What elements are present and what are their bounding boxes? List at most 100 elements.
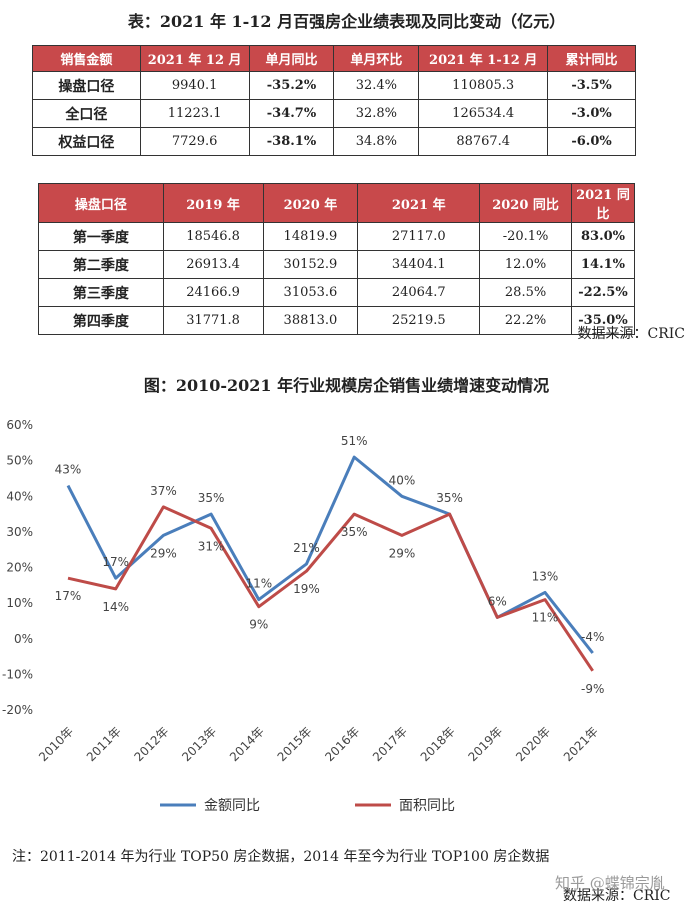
table1-cell: 34.8% [333, 127, 420, 156]
data-label: 21% [293, 541, 320, 555]
table2-cell: 第一季度 [38, 222, 164, 251]
data-label: 13% [532, 569, 559, 583]
data-label: 40% [389, 473, 416, 487]
table1-cell: 全口径 [32, 99, 141, 128]
x-tick-label: 2013年 [179, 724, 219, 764]
table2-cell: 12.0% [479, 250, 572, 279]
table2-cell: 31053.6 [262, 278, 359, 307]
data-label: 31% [198, 539, 225, 553]
table1-cell: -3.5% [547, 71, 636, 100]
table2-quarterly: 操盘口径 2019 年 2020 年 2021 年 2020 同比 2021 同… [38, 183, 636, 335]
legend-label: 面积同比 [399, 798, 455, 814]
table1-cell: 32.4% [333, 71, 420, 100]
table2-cell: 第四季度 [38, 306, 164, 335]
table1-performance: 销售金额 2021 年 12 月 单月同比 单月环比 2021 年 1-12 月… [32, 45, 636, 156]
data-label: 35% [436, 491, 463, 505]
table2-cell: 31771.8 [162, 306, 264, 335]
y-tick-label: 0% [14, 632, 33, 646]
data-label: 17% [55, 589, 82, 603]
x-tick-label: 2012年 [132, 724, 172, 764]
table1-cell: -6.0% [547, 127, 636, 156]
table1-row: 全口径 11223.1 -34.7% 32.8% 126534.4 -3.0% [32, 99, 636, 128]
x-tick-label: 2015年 [275, 724, 315, 764]
y-tick-label: -20% [2, 703, 33, 717]
data-label: 35% [341, 525, 368, 539]
data-label: 35% [198, 491, 225, 505]
footnote: 注：2011-2014 年为行业 TOP50 房企数据，2014 年至今为行业 … [12, 849, 550, 865]
table2-row: 第二季度 26913.4 30152.9 34404.1 12.0% 14.1% [38, 250, 636, 279]
y-tick-label: 20% [6, 561, 33, 575]
y-tick-label: 50% [6, 454, 33, 468]
series-line-amount [66, 455, 594, 654]
table2-cell: 14819.9 [262, 222, 359, 251]
table2-header: 2021 年 [357, 183, 481, 223]
table2-cell: 26913.4 [162, 250, 264, 279]
line-chart: 60%50%40%30%20%10%0%-10%-20% 2010年 2011年 2… [2, 418, 604, 814]
table1-header: 累计同比 [547, 45, 636, 72]
data-label: -9% [581, 682, 604, 696]
data-label: -4% [581, 630, 604, 644]
table1-header: 2021 年 12 月 [139, 45, 250, 72]
table-source: 数据来源：CRIC [577, 326, 686, 342]
y-tick-label: 40% [6, 489, 33, 503]
table1-cell: -35.2% [248, 71, 335, 100]
data-label: 17% [102, 555, 129, 569]
table1-cell: -34.7% [248, 99, 335, 128]
data-label: 11% [532, 611, 559, 625]
x-tick-label: 2017年 [370, 724, 410, 764]
legend-label: 金额同比 [204, 798, 260, 814]
table2-cell: 38813.0 [262, 306, 359, 335]
table2-cell: 27117.0 [357, 222, 481, 251]
data-label: 51% [341, 434, 368, 448]
watermark: 知乎 @蝶锦宗胤 [555, 874, 665, 892]
table2-row: 第四季度 31771.8 38813.0 25219.5 22.2% -35.0… [38, 306, 636, 335]
table1-header: 单月同比 [248, 45, 335, 72]
data-label: 9% [249, 618, 268, 632]
table1-cell: 126534.4 [418, 99, 549, 128]
chart-source: 数据来源：CRIC [563, 888, 671, 904]
table2-cell: 25219.5 [357, 306, 481, 335]
table1-cell: 7729.6 [139, 127, 250, 156]
chart-title: 图：2010-2021 年行业规模房企销售业绩增速变动情况 [143, 376, 550, 395]
table2-header: 操盘口径 [38, 183, 164, 223]
x-tick-label: 2010年 [36, 724, 76, 764]
table2-cell: 83.0% [570, 222, 636, 251]
y-tick-label: 30% [6, 525, 33, 539]
table2-cell: 30152.9 [262, 250, 359, 279]
data-label: 29% [150, 546, 177, 560]
table1-row: 权益口径 7729.6 -38.1% 34.8% 88767.4 -6.0% [32, 127, 636, 156]
table1-cell: 11223.1 [139, 99, 250, 128]
table2-row: 第一季度 18546.8 14819.9 27117.0 -20.1% 83.0… [38, 222, 636, 251]
table2-row: 第三季度 24166.9 31053.6 24064.7 28.5% -22.5… [38, 278, 636, 307]
table2-cell: -20.1% [479, 222, 572, 251]
table2-cell: 24064.7 [357, 278, 481, 307]
data-label: 6% [488, 594, 507, 608]
table1-row: 操盘口径 9940.1 -35.2% 32.4% 110805.3 -3.5% [32, 71, 636, 100]
data-label: 14% [102, 600, 129, 614]
table2-cell: 14.1% [570, 250, 636, 279]
data-label: 19% [293, 582, 320, 596]
table1-title: 表：2021 年 1-12 月百强房企业绩表现及同比变动（亿元） [127, 12, 566, 31]
data-label: 43% [55, 463, 82, 477]
table2-cell: 22.2% [479, 306, 572, 335]
table2-header: 2021 同比 [570, 183, 636, 223]
x-tick-label: 2011年 [84, 724, 124, 764]
table1-cell: 9940.1 [139, 71, 250, 100]
x-tick-label: 2016年 [322, 724, 362, 764]
table1-cell: 32.8% [333, 99, 420, 128]
table1-header: 单月环比 [333, 45, 420, 72]
table1-cell: -38.1% [248, 127, 335, 156]
table1-cell: 权益口径 [32, 127, 141, 156]
x-tick-label: 2021年 [561, 724, 601, 764]
table2-header: 2020 同比 [479, 183, 572, 223]
table2-cell: -35.0% [570, 306, 636, 335]
x-tick-label: 2019年 [465, 724, 505, 764]
y-tick-label: -10% [2, 667, 33, 681]
table2-cell: 第二季度 [38, 250, 164, 279]
table2-cell: 第三季度 [38, 278, 164, 307]
table2-cell: -22.5% [570, 278, 636, 307]
table1-cell: 110805.3 [418, 71, 549, 100]
y-tick-label: 60% [6, 418, 33, 432]
x-tick-label: 2018年 [418, 724, 458, 764]
data-label: 29% [389, 546, 416, 560]
